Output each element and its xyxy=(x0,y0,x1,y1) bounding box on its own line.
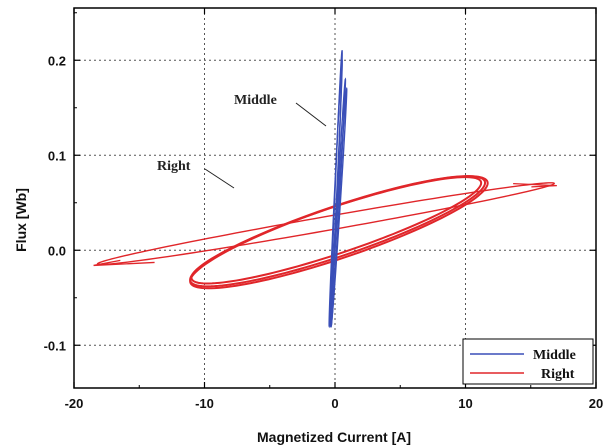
annotation-middle-leader xyxy=(295,102,327,127)
series-middle-loop xyxy=(330,86,348,329)
x-tick-label: 10 xyxy=(458,396,472,411)
series-right-loop xyxy=(189,175,489,290)
legend-box xyxy=(462,338,594,385)
series-right xyxy=(93,175,557,290)
series-middle xyxy=(328,49,348,329)
ticks xyxy=(73,8,597,388)
x-tick-label: -20 xyxy=(65,396,84,411)
y-tick-label: 0.0 xyxy=(48,243,66,258)
y-axis-title: Flux [Wb] xyxy=(13,188,29,252)
y-tick-label: -0.1 xyxy=(44,338,66,353)
series-right-tip-right xyxy=(513,182,557,188)
legend: Middle Right xyxy=(462,338,594,385)
x-tick-label: -10 xyxy=(195,396,214,411)
series-middle-loop xyxy=(328,58,343,329)
y-tick-label: 0.2 xyxy=(48,53,66,68)
annotation-middle: Middle xyxy=(234,93,277,108)
series-right-loop xyxy=(96,182,556,266)
series-layer xyxy=(93,49,557,329)
annotation-right: Right xyxy=(157,159,191,174)
series-right-tip-left xyxy=(93,259,155,267)
x-tick-label: 20 xyxy=(589,396,603,411)
legend-label-right: Right xyxy=(541,367,575,382)
tick-labels: -20 -10 0 10 20 -0.1 0.0 0.1 0.2 xyxy=(44,53,604,411)
x-axis-title: Magnetized Current [A] xyxy=(257,429,411,445)
x-tick-label: 0 xyxy=(331,396,338,411)
legend-label-middle: Middle xyxy=(533,348,576,363)
y-tick-label: 0.1 xyxy=(48,148,66,163)
annotation-right-leader xyxy=(204,168,235,189)
